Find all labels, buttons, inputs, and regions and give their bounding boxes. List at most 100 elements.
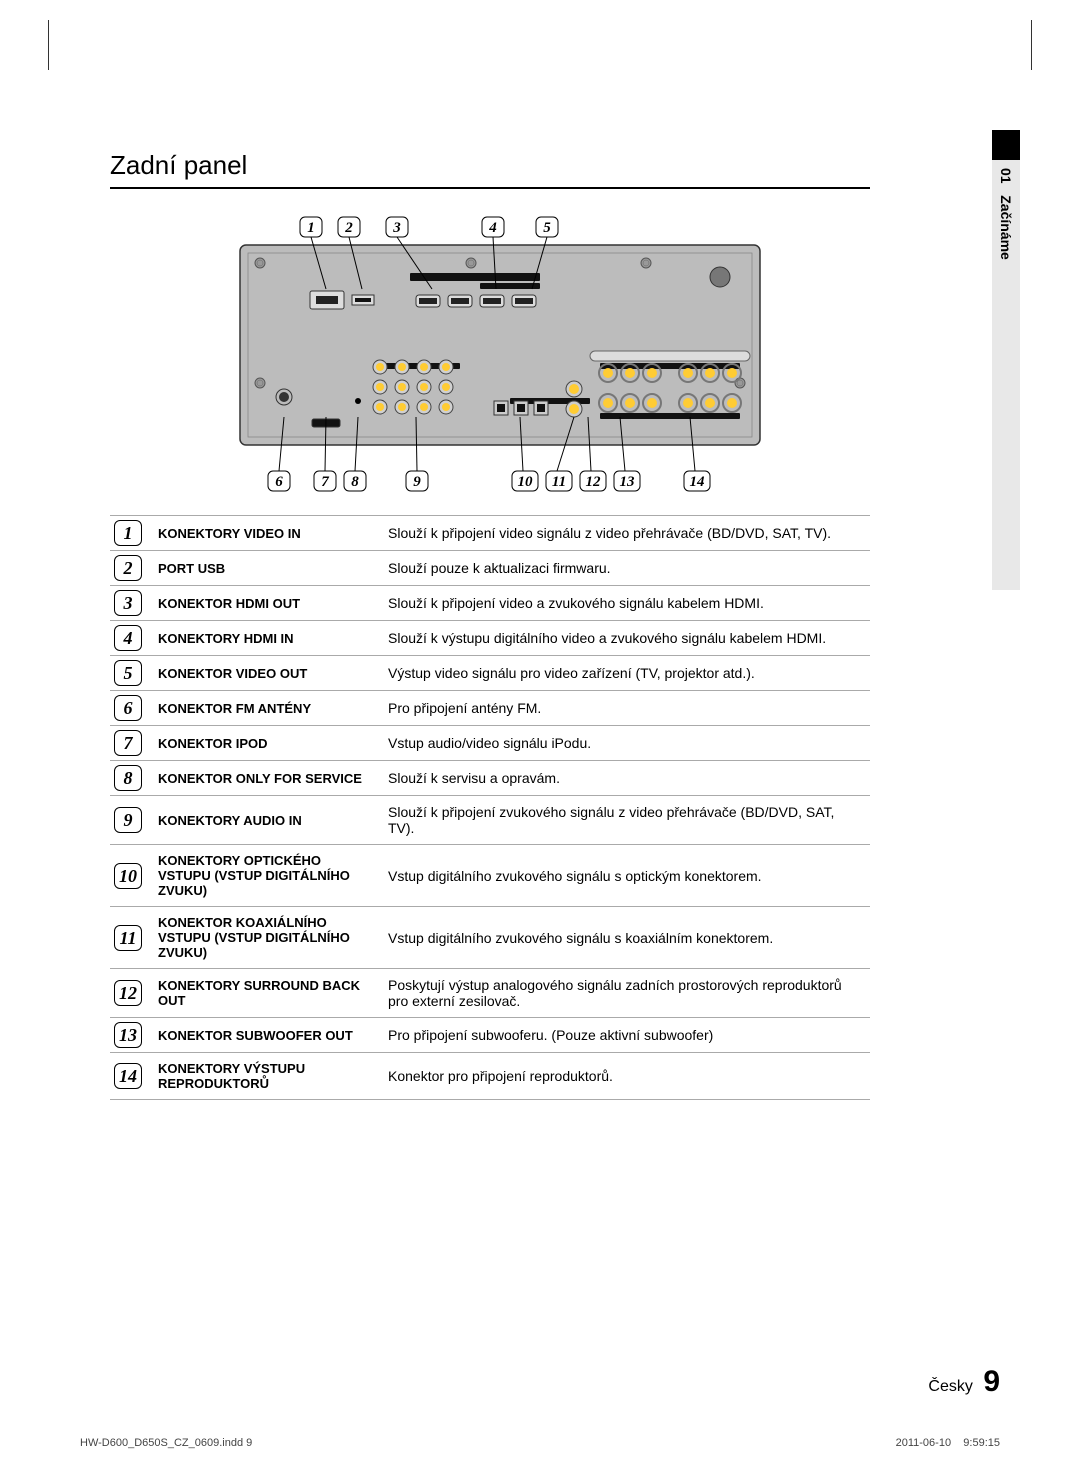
number-badge: 7 [114,730,142,756]
print-metadata: HW-D600_D650S_CZ_0609.indd 9 2011-06-10 … [80,1437,1000,1449]
chapter-label: Začínáme [998,195,1014,260]
svg-text:4: 4 [488,220,497,236]
row-number-cell: 10 [110,845,152,907]
number-badge: 1 [114,520,142,546]
print-datetime: 2011-06-10 9:59:15 [896,1437,1000,1449]
row-name-cell: KONEKTORY VIDEO IN [152,516,382,551]
row-name-cell: KONEKTOR FM ANTÉNY [152,691,382,726]
table-row: 12 KONEKTORY SURROUND BACK OUTPoskytují v… [110,969,870,1018]
row-desc-cell: Výstup video signálu pro video zařízení … [382,656,870,691]
table-row: 8 KONEKTOR ONLY FOR SERVICESlouží k servi… [110,761,870,796]
row-desc-cell: Slouží k připojení video a zvukového sig… [382,586,870,621]
print-file: HW-D600_D650S_CZ_0609.indd 9 [80,1437,252,1449]
number-badge: 10 [114,863,142,889]
svg-text:11: 11 [552,474,566,490]
svg-text:3: 3 [392,220,401,236]
row-desc-cell: Slouží k připojení zvukového signálu z v… [382,796,870,845]
table-row: 2 PORT USBSlouží pouze k aktualizaci firm… [110,551,870,586]
row-name-cell: KONEKTORY VÝSTUPU REPRODUKTORŮ [152,1053,382,1100]
crop-mark [48,20,78,70]
row-desc-cell: Vstup digitálního zvukového signálu s op… [382,845,870,907]
table-row: 5 KONEKTOR VIDEO OUTVýstup video signálu … [110,656,870,691]
row-number-cell: 6 [110,691,152,726]
row-name-cell: KONEKTOR ONLY FOR SERVICE [152,761,382,796]
row-desc-cell: Slouží pouze k aktualizaci firmwaru. [382,551,870,586]
svg-text:2: 2 [344,220,353,236]
table-row: 10 KONEKTORY OPTICKÉHO VSTUPU (VSTUP DIGI… [110,845,870,907]
table-row: 6 KONEKTOR FM ANTÉNYPro připojení antény … [110,691,870,726]
number-badge: 5 [114,660,142,686]
row-name-cell: KONEKTOR iPod [152,726,382,761]
connectors-table: 1 KONEKTORY VIDEO INSlouží k připojení vi… [110,515,870,1100]
number-badge: 12 [114,980,142,1006]
row-number-cell: 5 [110,656,152,691]
table-row: 11KONEKTOR KOAXIÁLNÍHO VSTUPU (VSTUP DIG… [110,907,870,969]
row-name-cell: KONEKTOR VIDEO OUT [152,656,382,691]
number-badge: 14 [114,1063,142,1089]
row-name-cell: KONEKTORY OPTICKÉHO VSTUPU (VSTUP DIGITÁ… [152,845,382,907]
table-row: 13 KONEKTOR SUBWOOFER OUTPro připojení su… [110,1018,870,1053]
row-name-cell: KONEKTOR KOAXIÁLNÍHO VSTUPU (VSTUP DIGIT… [152,907,382,969]
table-row: 7 KONEKTOR iPodVstup audio/video signálu … [110,726,870,761]
row-number-cell: 11 [110,907,152,969]
row-desc-cell: Pro připojení antény FM. [382,691,870,726]
row-name-cell: KONEKTORY HDMI IN [152,621,382,656]
svg-text:1: 1 [307,220,315,236]
row-desc-cell: Pro připojení subwooferu. (Pouze aktivní… [382,1018,870,1053]
svg-text:5: 5 [543,220,551,236]
row-number-cell: 1 [110,516,152,551]
row-number-cell: 3 [110,586,152,621]
page-number: 9 [983,1365,1000,1398]
number-badge: 9 [114,807,142,833]
number-badge: 2 [114,555,142,581]
row-desc-cell: Slouží k výstupu digitálního video a zvu… [382,621,870,656]
row-name-cell: KONEKTORY AUDIO IN [152,796,382,845]
row-number-cell: 9 [110,796,152,845]
svg-text:12: 12 [586,474,602,490]
row-number-cell: 4 [110,621,152,656]
row-desc-cell: Vstup digitálního zvukového signálu s ko… [382,907,870,969]
language-label: Česky [928,1378,972,1395]
row-number-cell: 14 [110,1053,152,1100]
row-desc-cell: Slouží k připojení video signálu z video… [382,516,870,551]
number-badge: 13 [114,1022,142,1048]
number-badge: 3 [114,590,142,616]
svg-text:14: 14 [690,474,706,490]
side-tab-text: 01 Začínáme [992,160,1014,260]
number-badge: 8 [114,765,142,791]
row-name-cell: KONEKTOR HDMI OUT [152,586,382,621]
row-name-cell: PORT USB [152,551,382,586]
page-title: Zadní panel [110,150,870,189]
row-desc-cell: Konektor pro připojení reproduktorů. [382,1053,870,1100]
svg-text:10: 10 [518,474,534,490]
table-row: 1 KONEKTORY VIDEO INSlouží k připojení vi… [110,516,870,551]
main-content: Zadní panel 1234567891011121314 1KONEKTO… [110,150,870,1100]
table-row: 9 KONEKTORY AUDIO INSlouží k připojení zv… [110,796,870,845]
row-number-cell: 7 [110,726,152,761]
table-row: 14 KONEKTORY VÝSTUPU REPRODUKTORŮKonektor… [110,1053,870,1100]
chapter-number: 01 [998,168,1014,184]
svg-text:8: 8 [351,474,359,490]
svg-text:6: 6 [275,474,283,490]
row-desc-cell: Vstup audio/video signálu iPodu. [382,726,870,761]
table-row: 4 KONEKTORY HDMI INSlouží k výstupu digit… [110,621,870,656]
row-number-cell: 12 [110,969,152,1018]
row-name-cell: KONEKTORY SURROUND BACK OUT [152,969,382,1018]
svg-text:7: 7 [321,474,329,490]
number-badge: 4 [114,625,142,651]
diagram-svg: 1234567891011121314 [180,203,800,503]
row-number-cell: 2 [110,551,152,586]
svg-text:9: 9 [413,474,421,490]
row-desc-cell: Slouží k servisu a opravám. [382,761,870,796]
row-number-cell: 13 [110,1018,152,1053]
page-footer: Česky 9 [928,1365,1000,1399]
row-number-cell: 8 [110,761,152,796]
rear-panel-diagram: 1234567891011121314 [180,203,800,503]
side-tab-block [992,130,1020,160]
crop-mark [1002,20,1032,70]
row-desc-cell: Poskytují výstup analogového signálu zad… [382,969,870,1018]
svg-text:13: 13 [620,474,636,490]
row-name-cell: KONEKTOR SUBWOOFER OUT [152,1018,382,1053]
number-badge: 6 [114,695,142,721]
chapter-side-tab: 01 Začínáme [992,130,1020,590]
